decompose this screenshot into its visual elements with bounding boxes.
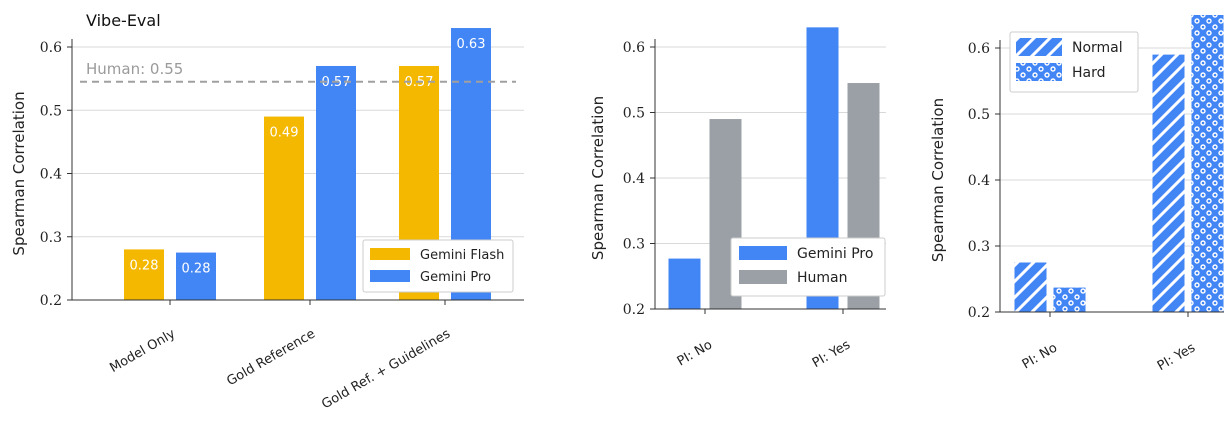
chart1-y-ticks: 0.2 0.3 0.4 0.5 0.6 bbox=[40, 40, 72, 309]
legend-swatch bbox=[1016, 63, 1062, 81]
legend-label: Human bbox=[797, 270, 848, 286]
chart2-y-ticks: 0.2 0.3 0.4 0.5 0.6 bbox=[623, 40, 655, 318]
data-label: 0.28 bbox=[130, 258, 159, 273]
chart2-legend: Gemini Pro Human bbox=[730, 237, 886, 297]
chart2-axes bbox=[654, 39, 886, 310]
chart2-y-axis-label: Spearman Correlation bbox=[589, 96, 607, 260]
bar-hard bbox=[1191, 15, 1224, 312]
y-tick-label: 0.6 bbox=[968, 41, 990, 57]
y-tick-label: 0.4 bbox=[623, 171, 645, 187]
y-tick-label: 0.2 bbox=[623, 302, 645, 318]
y-tick-label: 0.3 bbox=[40, 230, 62, 246]
data-label: 0.28 bbox=[182, 262, 211, 277]
y-tick-label: 0.2 bbox=[968, 305, 990, 321]
data-label: 0.49 bbox=[270, 126, 299, 141]
x-tick-label: PI: Yes bbox=[1155, 340, 1198, 374]
y-tick-label: 0.6 bbox=[40, 40, 62, 56]
y-tick-label: 0.5 bbox=[968, 107, 990, 123]
y-tick-label: 0.4 bbox=[968, 173, 990, 189]
y-tick-label: 0.2 bbox=[40, 293, 62, 309]
chart1-title: Vibe-Eval bbox=[86, 11, 161, 30]
legend-label: Normal bbox=[1072, 40, 1123, 56]
data-label: 0.63 bbox=[457, 37, 486, 52]
chart3-bars bbox=[1014, 15, 1224, 312]
legend-label: Gemini Pro bbox=[420, 270, 491, 285]
chart1-x-ticks: Model Only Gold Reference Gold Ref. + Guid… bbox=[107, 300, 453, 412]
chart3-y-axis-label: Spearman Correlation bbox=[929, 98, 947, 262]
bar-gemini-pro bbox=[316, 65, 356, 300]
x-tick-label: PI: No bbox=[1020, 340, 1060, 372]
bar-gemini-flash bbox=[124, 249, 164, 300]
chart1-y-axis-label: Spearman Correlation bbox=[10, 91, 28, 255]
chart1-axes bbox=[71, 39, 524, 301]
x-tick-label: Model Only bbox=[107, 326, 178, 376]
bar-gemini-pro bbox=[668, 258, 701, 309]
legend-swatch bbox=[370, 248, 410, 260]
human-reference-label: Human: 0.55 bbox=[86, 60, 183, 78]
legend-label: Hard bbox=[1072, 65, 1106, 81]
x-tick-label: PI: Yes bbox=[810, 337, 853, 371]
chart-vibe-eval: 0.28 0.280.490.57 0.570.63 Human: 0.55 0.2… bbox=[10, 11, 524, 412]
chart1-legend: Gemini Flash Gemini Pro bbox=[362, 239, 514, 293]
chart3-y-ticks: 0.2 0.3 0.4 0.5 0.6 bbox=[968, 41, 1000, 321]
chart3-x-ticks: PI: No PI: Yes bbox=[1020, 312, 1198, 374]
legend-swatch bbox=[370, 270, 410, 282]
chart-pi-normal-hard: 0.2 0.3 0.4 0.5 0.6 PI: No PI: Yes Spearman C… bbox=[929, 15, 1224, 374]
legend-swatch bbox=[739, 246, 787, 260]
y-tick-label: 0.3 bbox=[623, 237, 645, 253]
bar-gemini-pro bbox=[176, 252, 216, 300]
y-tick-label: 0.5 bbox=[623, 106, 645, 122]
legend-label: Gemini Pro bbox=[797, 246, 873, 262]
x-tick-label: Gold Ref. + Guidelines bbox=[319, 326, 453, 412]
legend-swatch bbox=[739, 270, 787, 284]
y-tick-label: 0.5 bbox=[40, 103, 62, 119]
bar-normal bbox=[1152, 54, 1185, 312]
y-tick-label: 0.4 bbox=[40, 167, 62, 183]
chart3-legend: Normal Hard bbox=[1009, 31, 1139, 93]
chart2-x-ticks: PI: No PI: Yes bbox=[675, 309, 853, 371]
chart3-axes bbox=[999, 40, 1224, 313]
legend-swatch bbox=[1016, 38, 1062, 56]
bar-normal bbox=[1014, 262, 1047, 312]
legend-label: Gemini Flash bbox=[420, 248, 504, 263]
x-tick-label: Gold Reference bbox=[224, 326, 318, 389]
chart-pi-gemini-human: 0.2 0.3 0.4 0.5 0.6 PI: No PI: Yes Spearman C… bbox=[589, 27, 886, 371]
y-tick-label: 0.6 bbox=[623, 40, 645, 56]
bar-gemini-flash bbox=[264, 116, 304, 300]
bar-hard bbox=[1053, 287, 1086, 312]
x-tick-label: PI: No bbox=[675, 337, 715, 369]
y-tick-label: 0.3 bbox=[968, 239, 990, 255]
